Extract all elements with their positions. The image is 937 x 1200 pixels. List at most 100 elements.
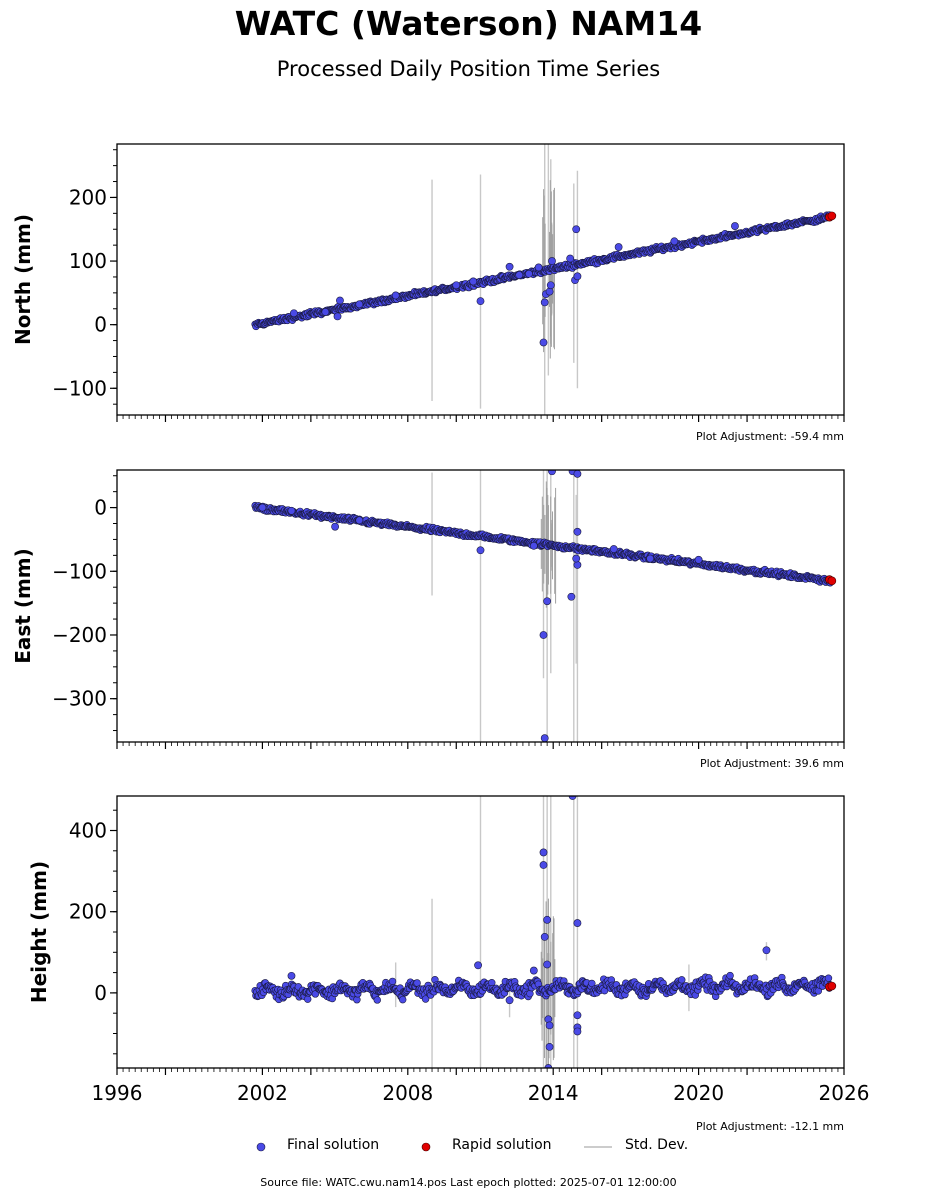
final-point — [476, 297, 485, 306]
plot-area-east — [251, 470, 837, 742]
y-tick-label: −100 — [52, 559, 107, 583]
y-tick-label: −300 — [52, 687, 107, 711]
final-point — [505, 262, 514, 271]
final-point — [573, 527, 582, 536]
y-axis-label: East (mm) — [11, 548, 35, 664]
final-point — [476, 546, 485, 555]
legend-rapid-label: Rapid solution — [452, 1137, 552, 1153]
y-axis-label: North (mm) — [11, 214, 35, 345]
final-point — [543, 960, 552, 969]
final-point — [572, 554, 581, 563]
final-point — [355, 516, 364, 525]
final-point — [543, 597, 552, 606]
legend-stddev-marker — [584, 1146, 612, 1148]
chart-subtitle: Processed Daily Position Time Series — [276, 57, 661, 81]
final-point — [824, 974, 833, 982]
final-point — [529, 541, 538, 550]
final-point — [543, 915, 552, 924]
final-point — [540, 932, 549, 941]
y-tick-label: 200 — [69, 900, 107, 924]
final-point — [391, 291, 400, 300]
final-point — [529, 966, 538, 975]
final-point — [573, 919, 582, 927]
final-point — [540, 298, 549, 307]
final-point — [534, 263, 543, 272]
final-point — [546, 281, 555, 290]
y-tick-label: −200 — [52, 623, 107, 647]
legend-rapid: Rapid solution — [420, 1137, 552, 1153]
final-point — [731, 222, 739, 230]
final-point — [373, 996, 381, 1004]
final-point — [588, 979, 596, 988]
final-point — [474, 961, 482, 970]
final-point — [525, 269, 533, 278]
legend-stddev-label: Std. Dev. — [625, 1137, 689, 1153]
final-point — [609, 545, 618, 553]
final-point — [670, 237, 679, 246]
final-point — [452, 281, 461, 290]
final-point — [539, 631, 548, 639]
x-tick-label: 2026 — [819, 1081, 870, 1105]
final-point — [646, 554, 655, 563]
rapid-point — [827, 576, 837, 586]
final-point — [573, 272, 582, 281]
legend-final: Final solution — [255, 1137, 379, 1153]
final-point — [573, 561, 582, 569]
y-tick-label: 0 — [94, 313, 107, 337]
final-point — [572, 225, 581, 234]
rapid-point — [827, 211, 837, 221]
final-point — [311, 990, 320, 998]
final-point — [548, 470, 556, 476]
final-point — [573, 1011, 582, 1020]
final-point — [539, 848, 548, 857]
final-point — [290, 309, 298, 318]
final-point — [694, 555, 703, 564]
final-point — [726, 971, 734, 980]
final-point — [573, 470, 582, 478]
final-point — [566, 254, 575, 263]
y-tick-label: 0 — [94, 981, 107, 1005]
panel-north: −100 0 100 200 North (mm) Plot Adjustment: -5… — [11, 143, 845, 443]
final-point — [421, 995, 430, 1003]
legend-final-marker — [256, 1142, 266, 1152]
final-point — [331, 522, 339, 531]
final-point — [526, 989, 534, 998]
final-point — [336, 296, 344, 305]
final-point — [544, 1064, 553, 1068]
final-point — [678, 976, 686, 984]
rapid-point — [827, 981, 837, 991]
chart-title: WATC (Waterson) NAM14 — [234, 4, 703, 43]
source-note: Source file: WATC.cwu.nam14.pos Last epo… — [260, 1176, 677, 1189]
final-point — [573, 1027, 582, 1036]
final-point — [545, 1021, 554, 1030]
y-tick-label: −100 — [52, 376, 107, 400]
y-axis-label: Height (mm) — [27, 861, 51, 1003]
final-point — [399, 995, 407, 1004]
final-point — [469, 277, 478, 286]
plot-adjustment: Plot Adjustment: 39.6 mm — [700, 757, 844, 770]
final-point — [355, 300, 364, 309]
x-tick-label: 2002 — [237, 1081, 288, 1105]
final-point — [333, 312, 342, 321]
x-tick-label: 1996 — [92, 1081, 143, 1105]
final-point — [515, 271, 524, 279]
final-point — [567, 592, 576, 601]
final-point — [539, 861, 548, 869]
final-point — [304, 995, 312, 1003]
y-tick-label: 0 — [94, 496, 107, 520]
y-tick-label: 200 — [69, 185, 107, 209]
panel-east: −300 −200 −100 0 East (mm) Plot Adjustment: 3… — [11, 469, 845, 770]
final-point — [545, 1042, 554, 1051]
legend-stddev: Std. Dev. — [584, 1137, 688, 1153]
x-tick-label: 2020 — [673, 1081, 724, 1105]
legend-final-label: Final solution — [287, 1137, 380, 1153]
final-point — [505, 996, 514, 1005]
plot-area-height — [251, 796, 837, 1068]
final-point — [545, 287, 554, 296]
legend-rapid-marker — [421, 1142, 431, 1152]
final-point — [614, 243, 623, 251]
y-tick-label: 400 — [69, 819, 107, 843]
final-point — [762, 946, 771, 955]
final-point — [287, 506, 296, 515]
